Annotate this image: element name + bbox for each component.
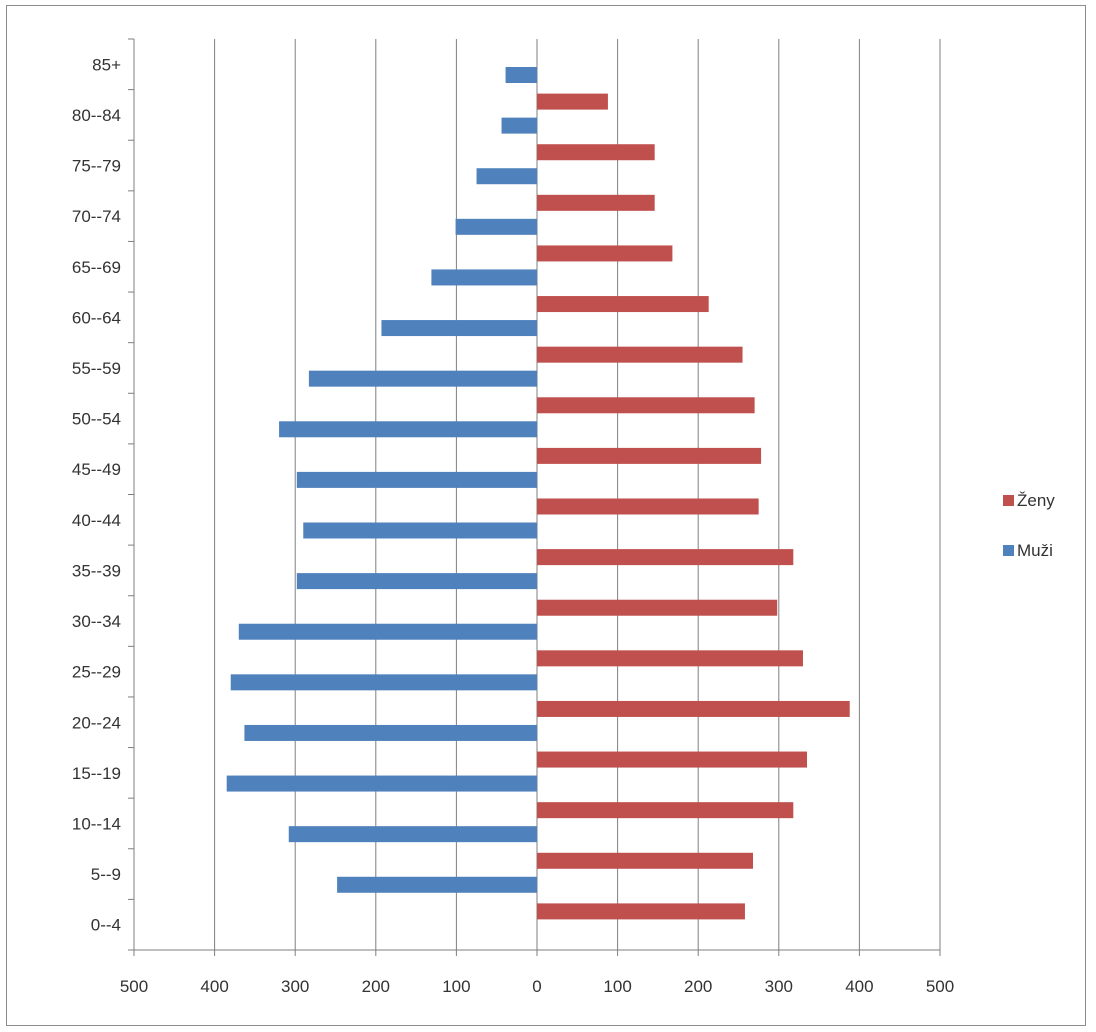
y-tick-label: 0--4 bbox=[91, 916, 121, 935]
legend-swatch-mu-i bbox=[1003, 545, 1014, 556]
x-tick-labels: 500 400 300 200 100 0 100 200 300 400 500 bbox=[120, 977, 954, 996]
y-tick-label: 45--49 bbox=[72, 460, 121, 479]
bar--eny-25-29 bbox=[537, 650, 803, 667]
bar--eny-70-74 bbox=[537, 194, 655, 211]
bar-mu-i-70-74 bbox=[455, 218, 537, 235]
y-tick-label: 55--59 bbox=[72, 359, 121, 378]
gridlines bbox=[133, 39, 941, 950]
y-tick-label: 85+ bbox=[92, 55, 121, 74]
bar-mu-i-75-79 bbox=[476, 168, 537, 185]
y-tick-label: 30--34 bbox=[72, 612, 121, 631]
x-tick-label: 200 bbox=[684, 977, 712, 996]
bar-mu-i-15-19 bbox=[226, 775, 537, 792]
bar--eny-15-19 bbox=[537, 751, 808, 768]
y-tick-labels: 0--4 5--9 10--14 15--19 20--24 25--29 30--34 35… bbox=[72, 55, 121, 934]
legend-label: Muži bbox=[1017, 541, 1053, 560]
bar-mu-i-50-54 bbox=[279, 421, 537, 438]
bar-mu-i-25-29 bbox=[230, 674, 537, 691]
legend: Ženy Muži bbox=[1003, 491, 1055, 560]
y-tick-label: 40--44 bbox=[72, 511, 121, 530]
bar--eny-55-59 bbox=[537, 346, 743, 363]
y-tick-label: 75--79 bbox=[72, 157, 121, 176]
x-tick-label: 500 bbox=[926, 977, 954, 996]
bar-mu-i-60-64 bbox=[381, 320, 537, 337]
bar-mu-i-85+ bbox=[505, 67, 537, 83]
bar--eny-10-14 bbox=[537, 802, 794, 819]
bar-mu-i-65-69 bbox=[431, 269, 537, 286]
x-tick-label: 0 bbox=[532, 977, 541, 996]
y-tick-label: 35--39 bbox=[72, 561, 121, 580]
bar-mu-i-20-24 bbox=[244, 724, 537, 741]
y-tick-label: 15--19 bbox=[72, 764, 121, 783]
y-tick-label: 25--29 bbox=[72, 663, 121, 682]
chart-frame: 0--4 5--9 10--14 15--19 20--24 25--29 30--34 35… bbox=[6, 5, 1086, 1026]
bar--eny-0-4 bbox=[537, 903, 745, 920]
legend-swatch--eny bbox=[1003, 495, 1014, 506]
x-tick-label: 200 bbox=[362, 977, 390, 996]
bar--eny-50-54 bbox=[537, 397, 755, 414]
y-tick-label: 70--74 bbox=[72, 207, 121, 226]
y-tick-label: 80--84 bbox=[72, 106, 121, 125]
population-pyramid-chart: 0--4 5--9 10--14 15--19 20--24 25--29 30--34 35… bbox=[72, 38, 1055, 996]
x-tick-label: 100 bbox=[442, 977, 470, 996]
x-tick-label: 300 bbox=[765, 977, 793, 996]
bar--eny-20-24 bbox=[537, 700, 850, 717]
bar-mu-i-5-9 bbox=[337, 876, 537, 893]
y-tick-label: 20--24 bbox=[72, 713, 121, 732]
bar--eny-75-79 bbox=[537, 144, 655, 161]
y-tick-label: 60--64 bbox=[72, 308, 121, 327]
x-tick-label: 100 bbox=[603, 977, 631, 996]
bar-mu-i-10-14 bbox=[288, 826, 537, 843]
x-tick-label: 300 bbox=[281, 977, 309, 996]
bar--eny-40-44 bbox=[537, 498, 759, 515]
bar--eny-65-69 bbox=[537, 245, 673, 262]
bar--eny-80-84 bbox=[537, 93, 608, 110]
bars bbox=[226, 67, 850, 920]
bar--eny-30-34 bbox=[537, 599, 778, 616]
bar-mu-i-45-49 bbox=[296, 471, 537, 488]
x-tick-label: 400 bbox=[200, 977, 228, 996]
bar-mu-i-40-44 bbox=[303, 522, 537, 539]
bar--eny-5-9 bbox=[537, 852, 754, 869]
legend-label: Ženy bbox=[1017, 491, 1055, 510]
axes bbox=[128, 38, 941, 956]
y-tick-label: 5--9 bbox=[91, 865, 121, 884]
bar--eny-45-49 bbox=[537, 447, 762, 464]
y-tick-label: 65--69 bbox=[72, 258, 121, 277]
bar-mu-i-55-59 bbox=[308, 370, 537, 387]
bar-mu-i-35-39 bbox=[296, 573, 537, 590]
y-tick-label: 50--54 bbox=[72, 410, 121, 429]
y-tick-label: 10--14 bbox=[72, 814, 121, 833]
bar--eny-60-64 bbox=[537, 296, 709, 313]
bar-mu-i-30-34 bbox=[238, 623, 537, 640]
x-tick-label: 500 bbox=[120, 977, 148, 996]
bar-mu-i-80-84 bbox=[501, 117, 537, 134]
x-tick-label: 400 bbox=[845, 977, 873, 996]
bar--eny-35-39 bbox=[537, 549, 794, 566]
